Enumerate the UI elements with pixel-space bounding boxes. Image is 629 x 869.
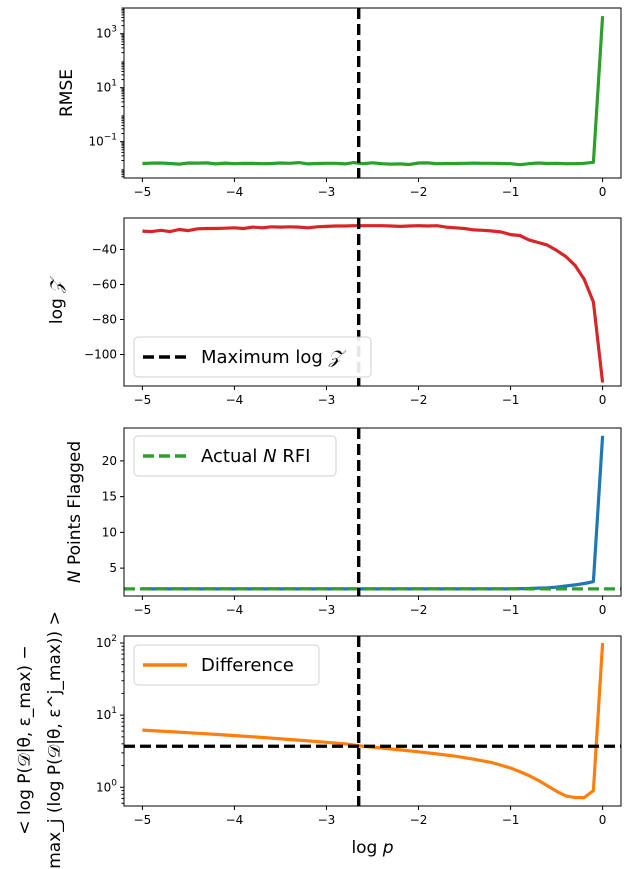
y-tick-label: 15 [102, 490, 117, 504]
axes-frame [123, 427, 622, 597]
y-axis-label-line2: max_j (log P(𝒟|θ, ε^j_max)) > [45, 611, 65, 869]
y-tick-label: 102 [96, 634, 117, 650]
x-tick-label: −4 [226, 185, 244, 199]
x-tick-label: −5 [134, 603, 152, 617]
x-tick-label: −2 [410, 603, 428, 617]
axes-frame [123, 635, 622, 807]
axes-frame [123, 217, 622, 387]
series-line [142, 642, 605, 800]
x-tick-label: −1 [502, 393, 520, 407]
panel-3: −5 −4 −3 −2 −1 0 5 10 15 20 N Points Flagged Actual… [65, 427, 622, 617]
y-axis-label: N Points Flagged [65, 441, 85, 583]
legend-label: Actual N RFI [201, 446, 310, 467]
x-tick-label: −1 [502, 603, 520, 617]
x-tick-label: −4 [226, 813, 244, 827]
x-tick-label: 0 [599, 603, 607, 617]
legend-label: Maximum log 𝒵 [201, 347, 347, 368]
y-tick-label: 5 [109, 561, 117, 575]
x-tick-label: −2 [410, 813, 428, 827]
x-tick-label: −1 [502, 185, 520, 199]
panel-2: −5 −4 −3 −2 −1 0 −40 −60 −80 −100 log 𝒵 Maximum log… [47, 217, 622, 407]
x-tick-label: −5 [134, 185, 152, 199]
panel-1: −5 −4 −3 −2 −1 0 10−1 101 103 RMSE [57, 7, 622, 199]
series-line [142, 15, 605, 167]
x-tick-label: −4 [226, 393, 244, 407]
legend-label: Difference [201, 655, 294, 676]
x-tick-label: −3 [318, 393, 336, 407]
y-tick-label: −40 [92, 243, 117, 257]
x-tick-label: 0 [599, 393, 607, 407]
legend-box [133, 435, 337, 477]
x-axis-label: log p [351, 838, 393, 858]
y-tick-label: −80 [92, 313, 117, 327]
x-tick-label: −1 [502, 813, 520, 827]
series-line [142, 224, 605, 383]
x-tick-label: −5 [134, 813, 152, 827]
x-tick-label: −4 [226, 603, 244, 617]
y-tick-label: −60 [92, 278, 117, 292]
y-tick-label: 101 [96, 706, 117, 722]
panel-4: −5 −4 −3 −2 −1 0 100 101 102 < log P(𝒟|θ, ε_max) … [15, 611, 622, 869]
legend-box [133, 644, 320, 686]
y-tick-label: 10 [102, 525, 117, 539]
x-tick-label: −3 [318, 603, 336, 617]
legend-box [133, 336, 372, 378]
x-tick-label: −2 [410, 393, 428, 407]
x-tick-label: −3 [318, 813, 336, 827]
y-tick-label: −100 [84, 348, 117, 362]
x-tick-label: −2 [410, 185, 428, 199]
y-axis-label-line1: < log P(𝒟|θ, ε_max) − [15, 645, 35, 834]
y-tick-label: 20 [102, 454, 117, 468]
axes-frame [123, 7, 622, 179]
x-tick-label: 0 [599, 185, 607, 199]
y-tick-label: 103 [96, 25, 117, 41]
y-axis-label: log 𝒵 [47, 276, 67, 324]
x-tick-label: −5 [134, 393, 152, 407]
y-tick-label: 101 [96, 79, 117, 95]
y-axis-label: RMSE [57, 69, 77, 117]
y-tick-label: 100 [96, 778, 117, 794]
x-tick-label: −3 [318, 185, 336, 199]
x-tick-label: 0 [599, 813, 607, 827]
y-tick-label: 10−1 [88, 133, 117, 149]
